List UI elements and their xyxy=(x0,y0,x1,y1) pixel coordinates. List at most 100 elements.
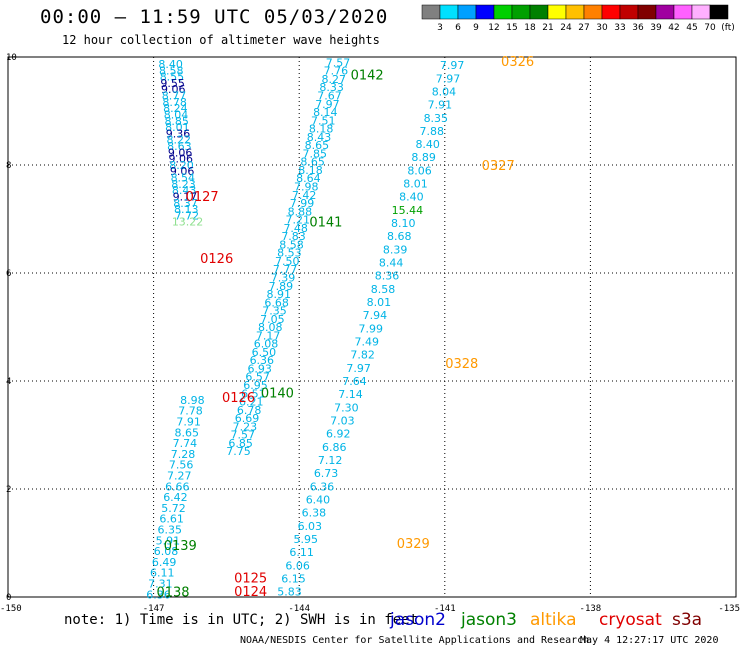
x-tick-label: -138 xyxy=(580,604,602,614)
x-tick-label: -141 xyxy=(434,604,456,614)
wave-height-value: 6.36 xyxy=(146,588,171,601)
colorbar-swatch xyxy=(619,4,639,20)
wave-height-value: 8.58 xyxy=(159,64,184,77)
wave-height-value: 7.23 xyxy=(233,420,258,433)
wave-height-value: 6.03 xyxy=(298,520,323,533)
wave-height-value: 9.06 xyxy=(168,146,193,159)
wave-height-value: 8.78 xyxy=(162,96,187,109)
colorbar-tick-label: 45 xyxy=(686,23,697,33)
pass-label: 0327 xyxy=(482,159,515,174)
wave-height-value: 6.08 xyxy=(254,338,279,351)
wave-height-value: 8.18 xyxy=(298,164,323,177)
wave-height-value: 9.06 xyxy=(170,165,195,178)
wave-height-value: 6.51 xyxy=(241,387,266,400)
y-tick-label: 0 xyxy=(6,593,11,603)
wave-height-value: 15.44 xyxy=(392,204,424,217)
wave-height-value: 5.83 xyxy=(277,586,302,599)
colorbar-tick-label: 15 xyxy=(506,23,517,33)
page-subtitle: 12 hour collection of altimeter wave hei… xyxy=(62,33,380,47)
wave-height-value: 7.28 xyxy=(171,448,196,461)
wave-height-value: 5.95 xyxy=(294,533,319,546)
colorbar-tick-label: 6 xyxy=(455,23,461,33)
pass-label: 0142 xyxy=(351,68,384,83)
wave-height-value: 8.14 xyxy=(313,106,338,119)
wave-height-value: 8.91 xyxy=(267,288,292,301)
wave-height-value: 8.88 xyxy=(288,205,313,218)
wave-height-value: 7.57 xyxy=(326,56,351,69)
colorbar-swatch xyxy=(493,4,513,20)
wave-height-value: 8.54 xyxy=(171,172,196,185)
wave-height-value: 9.06 xyxy=(161,83,186,96)
wave-height-value: 7.17 xyxy=(256,329,281,342)
wave-height-value: 8.65 xyxy=(305,139,330,152)
colorbar-tick-label: 27 xyxy=(578,23,589,33)
wave-height-value: 6.49 xyxy=(152,556,177,569)
y-tick-label: 8 xyxy=(6,161,11,171)
wave-height-value: 8.27 xyxy=(322,73,347,86)
satellite-legend-item: jason3 xyxy=(461,610,517,630)
wave-height-value: 6.06 xyxy=(285,559,310,572)
wave-height-value: 7.99 xyxy=(359,322,384,335)
pass-label: 0126 xyxy=(200,252,233,267)
wave-height-value: 8.40 xyxy=(415,138,440,151)
wave-height-value: 8.65 xyxy=(175,426,200,439)
colorbar-tick-label: 18 xyxy=(524,23,536,33)
wave-height-value: 6.36 xyxy=(250,354,275,367)
wave-height-value: 7.27 xyxy=(167,470,192,483)
wave-height-value: 6.78 xyxy=(237,404,262,417)
wave-height-value: 8.08 xyxy=(258,321,283,334)
colorbar-tick-label: 36 xyxy=(632,23,644,33)
wave-height-value: 7.51 xyxy=(311,114,336,127)
wave-height-value: 8.33 xyxy=(319,81,344,94)
colorbar-swatch xyxy=(457,4,477,20)
colorbar-swatch xyxy=(709,4,729,20)
wave-height-value: 8.68 xyxy=(387,230,412,243)
pass-label: 0126 xyxy=(222,391,255,406)
wave-height-value: 6.11 xyxy=(150,567,175,580)
y-tick-label: 6 xyxy=(6,269,11,279)
satellite-legend-item: jason2 xyxy=(390,610,446,630)
wave-height-value: 7.97 xyxy=(440,59,465,72)
wave-height-value: 6.73 xyxy=(314,467,339,480)
wave-height-value: 7.91 xyxy=(176,416,201,429)
wave-height-value: 7.30 xyxy=(334,401,359,414)
footer-credit: NOAA/NESDIS Center for Satellite Applica… xyxy=(240,635,590,646)
wave-height-value: 7.97 xyxy=(346,362,371,375)
pass-label: 0124 xyxy=(234,585,267,600)
wave-height-value: 6.35 xyxy=(158,524,183,537)
pass-label: 0127 xyxy=(186,190,219,205)
wave-height-value: 6.95 xyxy=(243,379,268,392)
wave-height-value: 8.43 xyxy=(172,184,197,197)
wave-height-value: 8.37 xyxy=(173,197,198,210)
colorbar-tick-label: 33 xyxy=(614,23,625,33)
wave-height-value: 8.01 xyxy=(367,296,392,309)
wave-height-value: 6.85 xyxy=(228,437,253,450)
wave-height-value: 7.12 xyxy=(318,454,343,467)
colorbar-tick-label: 3 xyxy=(437,23,443,33)
footer-date: May 4 12:27:17 UTC 2020 xyxy=(580,635,719,646)
wave-height-value: 7.99 xyxy=(290,197,315,210)
wave-height-value: 7.88 xyxy=(420,125,445,138)
wave-height-value: 8.23 xyxy=(171,178,196,191)
wave-height-value: 7.91 xyxy=(428,99,453,112)
wave-height-value: 7.75 xyxy=(226,445,251,458)
wave-height-value: 7.39 xyxy=(271,271,296,284)
y-tick-label: 10 xyxy=(6,53,17,63)
pass-label: 0140 xyxy=(261,386,294,401)
wave-height-value: 7.56 xyxy=(169,459,194,472)
colorbar-swatch xyxy=(511,4,531,20)
wave-height-value: 7.31 xyxy=(148,578,173,591)
wave-height-value: 8.13 xyxy=(174,203,199,216)
wave-height-value: 7.21 xyxy=(286,214,311,227)
wave-height-value: 6.08 xyxy=(154,545,179,558)
wave-height-value: 8.43 xyxy=(307,131,332,144)
wave-height-value: 7.89 xyxy=(269,280,294,293)
wave-height-value: 6.66 xyxy=(165,480,190,493)
colorbar-swatch xyxy=(565,4,585,20)
wave-height-value: 6.11 xyxy=(289,546,314,559)
plot-frame xyxy=(7,56,737,598)
x-tick-label: -135 xyxy=(718,604,740,614)
wave-height-value: 8.10 xyxy=(391,217,416,230)
